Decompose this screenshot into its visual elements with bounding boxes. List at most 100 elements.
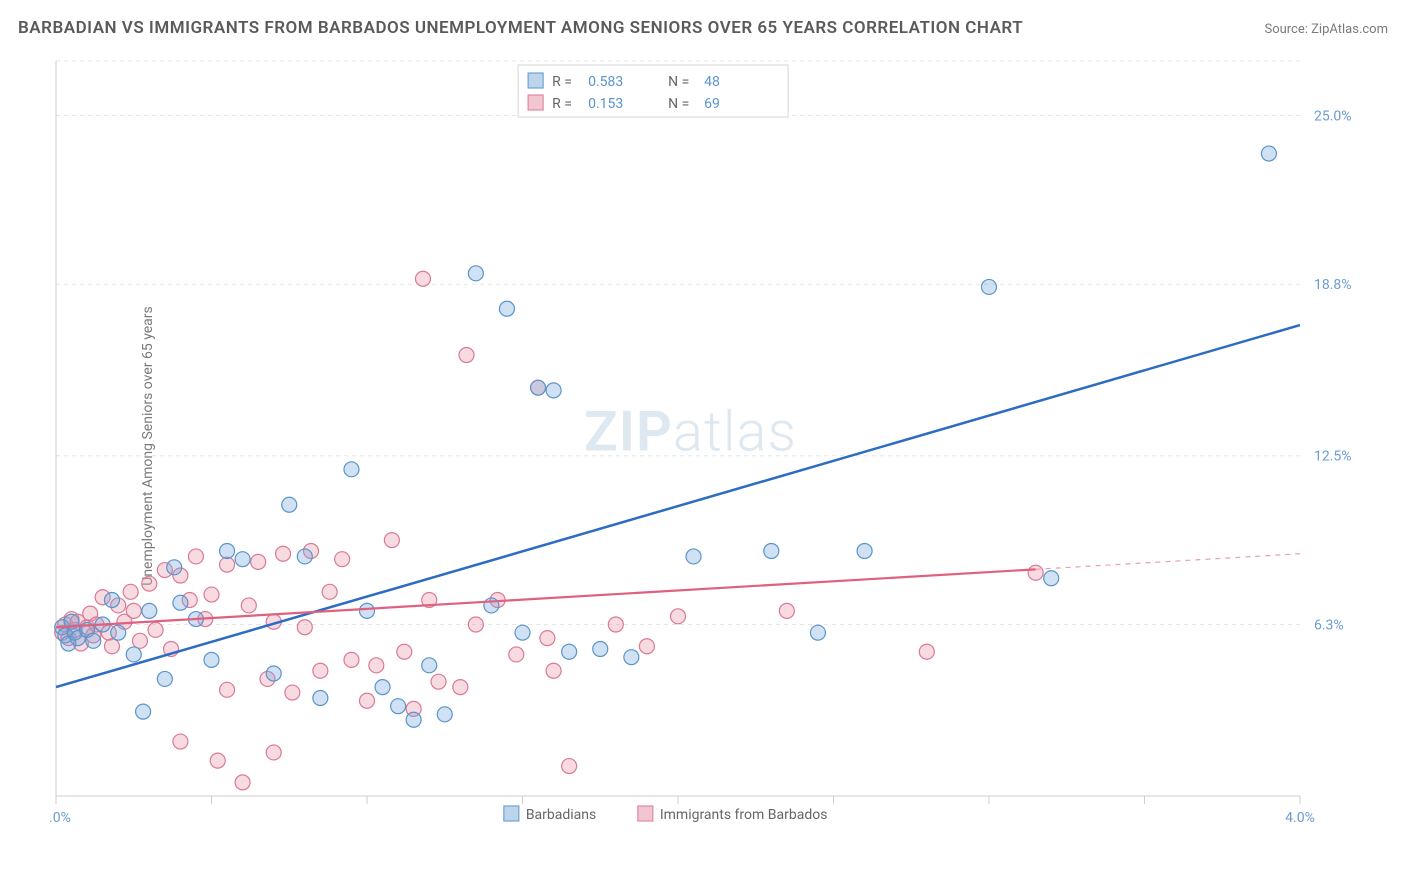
point-immigrants xyxy=(459,348,474,363)
point-barbadians xyxy=(531,380,546,395)
point-barbadians xyxy=(391,699,406,714)
point-immigrants xyxy=(919,644,934,659)
point-barbadians xyxy=(1261,146,1276,161)
point-immigrants xyxy=(540,631,555,646)
point-barbadians xyxy=(593,642,608,657)
point-immigrants xyxy=(313,663,328,678)
point-barbadians xyxy=(406,712,421,727)
point-immigrants xyxy=(369,658,384,673)
point-barbadians xyxy=(235,552,250,567)
point-barbadians xyxy=(220,544,235,559)
point-immigrants xyxy=(608,617,623,632)
svg-text:R =: R = xyxy=(552,96,572,112)
point-barbadians xyxy=(686,549,701,564)
point-barbadians xyxy=(562,644,577,659)
point-barbadians xyxy=(126,647,141,662)
point-immigrants xyxy=(562,759,577,774)
chart-title: BARBADIAN VS IMMIGRANTS FROM BARBADOS UN… xyxy=(18,18,1023,38)
watermark: ZIPatlas xyxy=(584,399,797,465)
trend-line xyxy=(56,569,1036,627)
x-tick-label: 4.0% xyxy=(1285,810,1315,826)
svg-text:0.583: 0.583 xyxy=(588,74,623,90)
svg-text:R =: R = xyxy=(552,74,572,90)
y-tick-label: 12.5% xyxy=(1314,449,1352,465)
point-barbadians xyxy=(297,549,312,564)
point-immigrants xyxy=(468,617,483,632)
svg-text:N =: N = xyxy=(668,74,689,90)
point-barbadians xyxy=(1044,571,1059,586)
y-tick-label: 25.0% xyxy=(1314,108,1352,124)
point-immigrants xyxy=(360,693,375,708)
point-immigrants xyxy=(431,674,446,689)
point-immigrants xyxy=(1028,565,1043,580)
point-immigrants xyxy=(285,685,300,700)
point-immigrants xyxy=(335,552,350,567)
svg-text:69: 69 xyxy=(704,96,720,112)
point-barbadians xyxy=(375,680,390,695)
trend-line xyxy=(56,325,1300,687)
svg-text:48: 48 xyxy=(704,74,720,90)
point-immigrants xyxy=(126,603,141,618)
point-barbadians xyxy=(764,544,779,559)
scatter-chart: 6.3%12.5%18.8%25.0%0.0%4.0%ZIPatlasR =0.… xyxy=(50,55,1386,832)
legend-series: Barbadians Immigrants from Barbados xyxy=(504,806,828,823)
point-barbadians xyxy=(546,383,561,398)
point-immigrants xyxy=(142,576,157,591)
point-immigrants xyxy=(276,546,291,561)
point-barbadians xyxy=(173,595,188,610)
point-immigrants xyxy=(671,609,686,624)
point-barbadians xyxy=(282,497,297,512)
svg-text:N =: N = xyxy=(668,96,689,112)
point-barbadians xyxy=(515,625,530,640)
point-barbadians xyxy=(86,633,101,648)
point-barbadians xyxy=(104,593,119,608)
point-immigrants xyxy=(251,554,266,569)
point-immigrants xyxy=(235,775,250,790)
point-immigrants xyxy=(397,644,412,659)
trend-line-extrapolated xyxy=(1036,554,1300,570)
point-barbadians xyxy=(437,707,452,722)
point-immigrants xyxy=(188,549,203,564)
point-barbadians xyxy=(468,266,483,281)
x-tick-label: 0.0% xyxy=(50,810,71,826)
point-immigrants xyxy=(384,533,399,548)
point-immigrants xyxy=(779,603,794,618)
point-barbadians xyxy=(157,671,172,686)
y-tick-label: 18.8% xyxy=(1314,277,1352,293)
source-label: Source: ZipAtlas.com xyxy=(1264,22,1388,37)
point-immigrants xyxy=(509,647,524,662)
point-immigrants xyxy=(104,639,119,654)
point-immigrants xyxy=(344,652,359,667)
point-barbadians xyxy=(499,301,514,316)
point-immigrants xyxy=(639,639,654,654)
point-immigrants xyxy=(241,598,256,613)
title-bar: BARBADIAN VS IMMIGRANTS FROM BARBADOS UN… xyxy=(18,18,1388,38)
point-barbadians xyxy=(136,704,151,719)
point-immigrants xyxy=(220,682,235,697)
point-immigrants xyxy=(322,584,337,599)
point-barbadians xyxy=(810,625,825,640)
point-barbadians xyxy=(313,691,328,706)
point-immigrants xyxy=(297,620,312,635)
point-barbadians xyxy=(857,544,872,559)
legend-label: Immigrants from Barbados xyxy=(660,807,828,823)
point-immigrants xyxy=(220,557,235,572)
legend-label: Barbadians xyxy=(526,807,596,823)
point-barbadians xyxy=(167,560,182,575)
point-barbadians xyxy=(111,625,126,640)
svg-text:0.153: 0.153 xyxy=(588,96,623,112)
point-barbadians xyxy=(624,650,639,665)
point-immigrants xyxy=(132,633,147,648)
plot-area: 6.3%12.5%18.8%25.0%0.0%4.0%ZIPatlasR =0.… xyxy=(50,55,1386,832)
point-immigrants xyxy=(204,587,219,602)
point-immigrants xyxy=(123,584,138,599)
point-barbadians xyxy=(982,279,997,294)
legend-stats: R = 0.583 N = 48 R = 0.153 N = 69 xyxy=(518,65,788,117)
point-immigrants xyxy=(173,734,188,749)
point-immigrants xyxy=(415,271,430,286)
point-barbadians xyxy=(360,603,375,618)
point-barbadians xyxy=(142,603,157,618)
point-immigrants xyxy=(266,745,281,760)
point-immigrants xyxy=(148,622,163,637)
point-immigrants xyxy=(453,680,468,695)
